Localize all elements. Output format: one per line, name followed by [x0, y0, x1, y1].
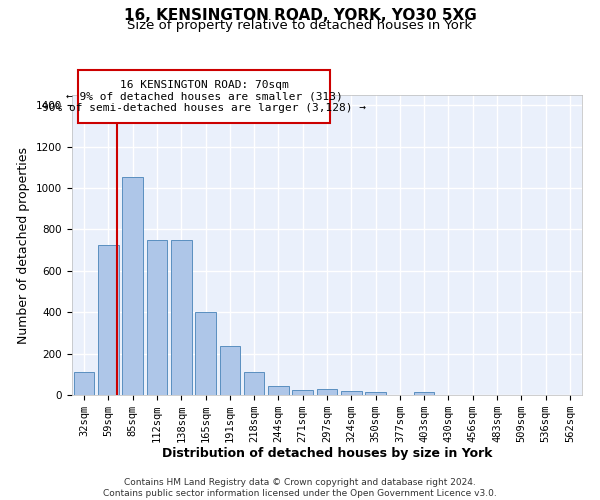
Bar: [365, 392, 386, 395]
Bar: [292, 390, 313, 395]
Bar: [268, 386, 289, 395]
Y-axis label: Number of detached properties: Number of detached properties: [17, 146, 31, 344]
Bar: [171, 240, 191, 395]
Bar: [98, 245, 119, 395]
Bar: [122, 176, 143, 395]
Bar: [220, 346, 240, 395]
Bar: [74, 372, 94, 395]
Bar: [146, 240, 167, 395]
Text: Contains HM Land Registry data © Crown copyright and database right 2024.
Contai: Contains HM Land Registry data © Crown c…: [103, 478, 497, 498]
Bar: [317, 389, 337, 395]
Bar: [341, 391, 362, 395]
Text: 16 KENSINGTON ROAD: 70sqm
← 9% of detached houses are smaller (313)
90% of semi-: 16 KENSINGTON ROAD: 70sqm ← 9% of detach…: [42, 80, 366, 113]
Bar: [244, 372, 265, 395]
Text: Size of property relative to detached houses in York: Size of property relative to detached ho…: [127, 19, 473, 32]
Bar: [195, 312, 216, 395]
Bar: [414, 392, 434, 395]
Text: Distribution of detached houses by size in York: Distribution of detached houses by size …: [162, 448, 492, 460]
Text: 16, KENSINGTON ROAD, YORK, YO30 5XG: 16, KENSINGTON ROAD, YORK, YO30 5XG: [124, 8, 476, 22]
